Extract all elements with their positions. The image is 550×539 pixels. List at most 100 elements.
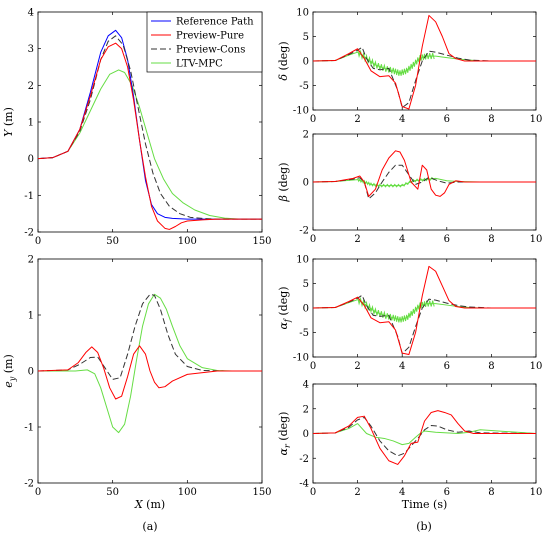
x-tick-label: 0 <box>35 236 41 247</box>
legend-entry-mpc: LTV-MPC <box>176 59 223 70</box>
x-tick-label: 8 <box>488 361 494 372</box>
series-line-cons <box>38 35 262 220</box>
y-tick-label: -2 <box>299 226 309 237</box>
y-tick-label: 2 <box>303 130 309 141</box>
x-tick-label: 2 <box>354 114 360 125</box>
series-line-pure <box>38 42 262 230</box>
y-tick-label: 5 <box>303 32 309 43</box>
x-axis-label: X (m) <box>134 498 165 511</box>
x-tick-label: 8 <box>488 234 494 245</box>
x-tick-label: 100 <box>178 487 197 498</box>
y-tick-label: -1 <box>24 423 34 434</box>
x-tick-label: 10 <box>530 487 543 498</box>
x-tick-label: 2 <box>354 487 360 498</box>
y-tick-label: -5 <box>299 81 309 92</box>
x-tick-label: 0 <box>310 234 316 245</box>
x-tick-label: 2 <box>354 361 360 372</box>
x-tick-label: 50 <box>106 236 119 247</box>
y-tick-label: -1 <box>24 191 34 202</box>
x-tick-label: 0 <box>310 361 316 372</box>
x-tick-label: 150 <box>252 487 271 498</box>
y-axis-label: αf (deg) <box>277 286 292 329</box>
y-tick-label: 0 <box>303 304 309 315</box>
chart-panel-2: 0 50 100 150 -2 -1 0 1 2 ey (m) X (m) <box>2 255 272 512</box>
y-tick-label: 2 <box>28 81 34 92</box>
series-line-mpc <box>38 293 262 434</box>
series-line-pure <box>313 150 536 197</box>
series-line-cons <box>38 293 262 380</box>
y-tick-label: 4 <box>28 8 34 19</box>
y-tick-label: 1 <box>28 118 34 129</box>
x-tick-label: 150 <box>252 236 271 247</box>
series-line-cons <box>313 46 536 109</box>
series-line-cons <box>313 164 536 200</box>
x-tick-label: 4 <box>399 234 405 245</box>
y-tick-label: 2 <box>28 255 34 266</box>
x-tick-label: 4 <box>399 114 405 125</box>
chart-panel-3: 0 2 4 6 8 10 -10 -5 0 5 10 δ (deg) <box>277 8 542 126</box>
x-tick-label: 6 <box>444 361 450 372</box>
legend-entry-cons: Preview-Cons <box>176 45 245 56</box>
y-tick-label: 0 <box>28 154 34 165</box>
y-tick-label: -2 <box>299 454 309 465</box>
legend-box <box>146 11 263 73</box>
series-line-pure <box>38 345 262 400</box>
y-axis-label: Y (m) <box>2 107 15 137</box>
caption-left: (a) <box>142 520 157 533</box>
series-line-pure <box>313 14 536 110</box>
series-line-pure <box>313 410 536 465</box>
x-tick-label: 6 <box>444 487 450 498</box>
y-tick-label: 0 <box>28 367 34 378</box>
y-axis-label: δ (deg) <box>277 41 290 80</box>
x-tick-label: 0 <box>310 114 316 125</box>
series-oscillation-mpc <box>357 49 435 76</box>
y-tick-label: 0 <box>303 57 309 68</box>
x-tick-label: 6 <box>444 234 450 245</box>
x-tick-label: 6 <box>444 114 450 125</box>
y-tick-label: -5 <box>299 328 309 339</box>
y-tick-label: 0 <box>303 429 309 440</box>
x-tick-label: 10 <box>530 114 543 125</box>
series-line-mpc <box>38 69 262 220</box>
x-tick-label: 2 <box>354 234 360 245</box>
chart-panel-5: 0 2 4 6 8 10 -10 -5 0 5 10 αf (deg) <box>277 255 542 373</box>
x-tick-label: 10 <box>530 361 543 372</box>
x-tick-label: 0 <box>310 487 316 498</box>
x-tick-label: 10 <box>530 234 543 245</box>
x-tick-label: 0 <box>35 487 41 498</box>
x-tick-label: 100 <box>178 236 197 247</box>
y-tick-label: 4 <box>303 380 309 391</box>
y-tick-label: -10 <box>293 353 309 364</box>
y-tick-label: 10 <box>296 8 309 19</box>
x-axis-label: Time (s) <box>402 498 448 511</box>
y-tick-label: 10 <box>296 255 309 266</box>
chart-panel-1: 0 50 100 150 -2 -1 0 1 2 3 4 Y (m) Reference Path Pre… <box>2 8 272 248</box>
x-tick-label: 50 <box>106 487 119 498</box>
series-oscillation-mpc <box>357 296 435 323</box>
y-tick-label: -2 <box>24 479 34 490</box>
y-axis-label: ey (m) <box>2 354 17 388</box>
series-line-mpc <box>313 423 536 446</box>
x-tick-label: 8 <box>488 487 494 498</box>
legend: Reference Path Preview-Pure Preview-Cons LT… <box>146 11 263 73</box>
legend-entry-pure: Preview-Pure <box>176 31 244 42</box>
y-tick-label: -2 <box>24 228 34 239</box>
y-tick-label: 1 <box>28 311 34 322</box>
legend-entry-reference: Reference Path <box>176 17 254 28</box>
y-tick-label: 0 <box>303 178 309 189</box>
x-tick-label: 8 <box>488 114 494 125</box>
y-tick-label: 3 <box>28 44 34 55</box>
y-axis-label: αr (deg) <box>277 412 292 456</box>
series-line-pure <box>313 265 536 356</box>
chart-panel-6: 0 2 4 6 8 10 -4 -2 0 2 4 αr (deg) Time (s) <box>277 380 542 512</box>
x-tick-label: 4 <box>399 361 405 372</box>
y-tick-label: -10 <box>293 106 309 117</box>
caption-right: (b) <box>416 520 432 533</box>
x-tick-label: 4 <box>399 487 405 498</box>
y-tick-label: 5 <box>303 279 309 290</box>
y-axis-label: β (deg) <box>277 162 290 202</box>
y-tick-label: -4 <box>299 479 309 490</box>
y-tick-label: 2 <box>303 404 309 415</box>
